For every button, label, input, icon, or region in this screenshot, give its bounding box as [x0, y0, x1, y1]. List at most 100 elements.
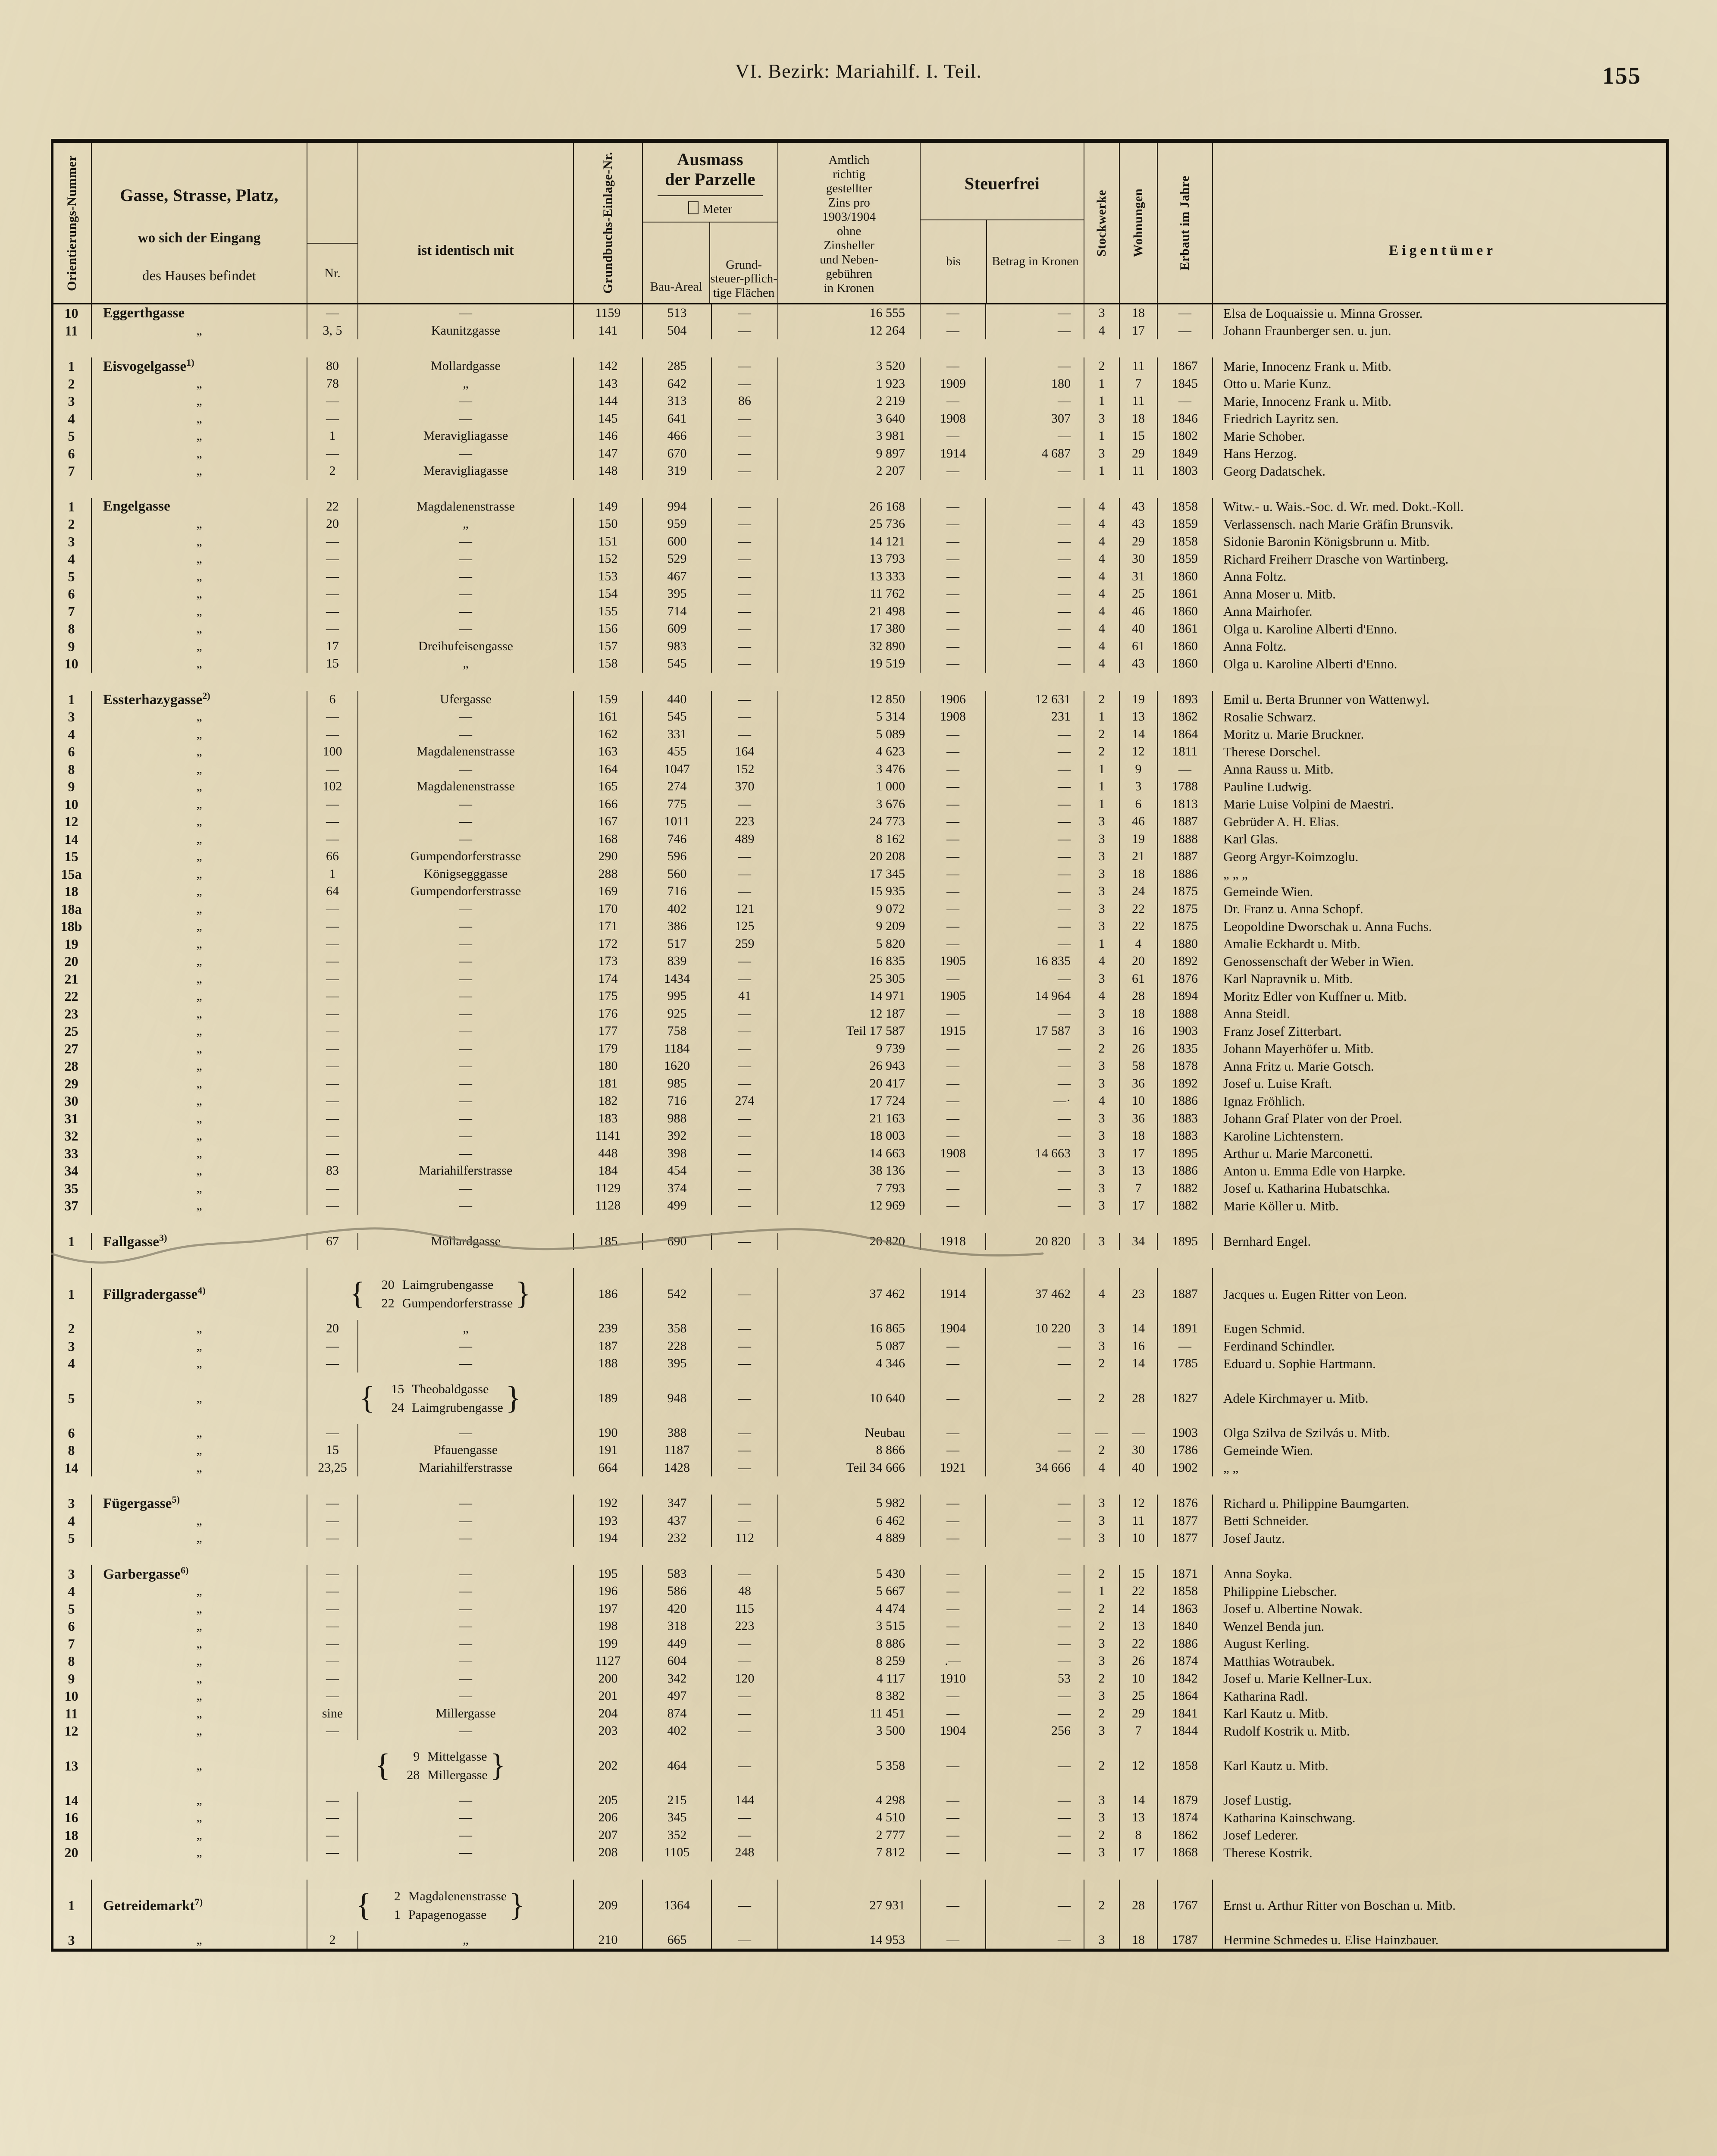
table-row[interactable]: 6 „ — —190 388— Neubau — — — —1903 Olga Szilva de … [53, 1424, 1669, 1442]
cell-steuerfrei-betrag: 256 [986, 1722, 1084, 1740]
cell-steuerfrei-bis: — [920, 392, 986, 410]
cell-eigentuemer: Verlassensch. nach Marie Gräfin Brunsvik… [1213, 515, 1669, 533]
table-row[interactable]: 27 „ — —179 1184—9 739— —2 26 1835 Johann Mayerh… [53, 1040, 1669, 1058]
table-row[interactable]: 5 „ — —153 467—13 333— —4 31 1860 Anna Foltz. [53, 568, 1669, 586]
table-row[interactable]: 7 „ 2 Meravigliagasse 148 319—2 207— —1 11 1803 G… [53, 462, 1669, 480]
table-row[interactable]: 5 „ — —197 420 115 4 474— —2 14 1863 Josef u. Albe… [53, 1600, 1669, 1618]
cell-eigentuemer: Josef u. Marie Kellner-Lux. [1213, 1670, 1669, 1688]
table-row[interactable]: 3 „ 2 „ 210 665—14 953— —3 18 1787 Hermine Schmed… [53, 1931, 1669, 1949]
table-row[interactable]: 5 „{15 Theobaldgasse 24 Laimgrubengasse} 189 9… [53, 1373, 1669, 1424]
table-row[interactable]: 10 „ — —166 775—3 676— —1 6 1813 Marie Luise Vol… [53, 796, 1669, 813]
cell-bau-areal: 342 [642, 1670, 711, 1688]
footnote-marker[interactable]: 7) [195, 1897, 203, 1907]
table-row[interactable]: 10 „ 15 „ 158 545—19 519— —4 43 1860 Olga u. Karo… [53, 655, 1669, 673]
table-row[interactable]: 3 „ — —187 228—5 087— —3 16— Ferdinand Schindle… [53, 1338, 1669, 1355]
table-row[interactable]: 29 „ — —181 985—20 417— —3 36 1892 Josef u. Luis… [53, 1075, 1669, 1093]
table-row[interactable]: 7 „ — —155 714—21 498— —4 46 1860 Anna Mairhofer… [53, 603, 1669, 620]
table-row[interactable]: 18a „ — —170 402 121 9 072— —3 22 1875 Dr. Franz u… [53, 900, 1669, 918]
table-row[interactable]: 3 Garbergasse6) — —195 583—5 430— —2 15 1871 Ann… [53, 1565, 1669, 1583]
cell-stockwerke: 3 [1084, 918, 1119, 935]
table-row[interactable]: 11 „ sine Millergasse 204 874—11 451— —2 29 1841… [53, 1705, 1669, 1723]
table-row[interactable]: 6 „ — —147 670—9 897 1914 4 687 3 29 1849 Hans Her… [53, 445, 1669, 463]
table-row[interactable]: 30 „ — —182 716 274 17 724— —· 4 10 1886 Ignaz Fröh… [53, 1092, 1669, 1110]
cell-orientierungs-nummer: 9 [53, 1670, 91, 1688]
table-row[interactable]: 20 „ — —208 1105 248 7 812— —3 17 1868 Therese Kos… [53, 1844, 1669, 1861]
cell-nr: — [307, 796, 358, 813]
cell-street-ditto: „ [91, 830, 307, 848]
footnote-marker[interactable]: 3) [159, 1233, 167, 1243]
footnote-marker[interactable]: 5) [172, 1495, 180, 1505]
table-row[interactable]: 35 „ — —1129 374—7 793— —3 7 1882 Josef u. Katha… [53, 1180, 1669, 1197]
table-row[interactable]: 13 „{9 Mittelgasse 28 Millergasse} 202 464—5 3… [53, 1740, 1669, 1792]
table-row[interactable]: 6 „ — —198 318 223 3 515— —2 13 1840 Wenzel Benda … [53, 1617, 1669, 1635]
cell-bau-areal: 775 [642, 796, 711, 813]
cell-identisch-mit: — [358, 953, 573, 970]
footnote-marker[interactable]: 2) [202, 691, 210, 701]
table-row[interactable]: 8 „ — —164 1047 152 3 476— —1 9— Anna Rauss u. Mi… [53, 761, 1669, 778]
table-row[interactable]: 12 „ — —167 1011 223 24 773— —3 46 1887 Gebrüder A… [53, 813, 1669, 830]
table-row[interactable]: 3 „ — —144 313 86 2 219— —1 11— Marie, Innocenz F… [53, 392, 1669, 410]
table-row[interactable]: 32 „ — —1141 392—18 003— —3 18 1883 Karoline Lic… [53, 1127, 1669, 1145]
table-row[interactable]: 18 „ 64 Gumpendorferstrasse 169 716—15 935— —3… [53, 883, 1669, 900]
table-row[interactable]: 18b „ — —171 386 125 9 209— —3 22 1875 Leopoldine … [53, 918, 1669, 935]
table-row[interactable]: 1 Engelgasse 22 Magdalenenstrasse 149 994—26 … [53, 498, 1669, 516]
table-row[interactable]: 4 „ — —196 586 48 5 667— —1 22 1858 Philippine Lie… [53, 1583, 1669, 1600]
table-row[interactable]: 4 „ — —188 395—4 346— —2 14 1785 Eduard u. Sophi… [53, 1355, 1669, 1373]
table-row[interactable]: 1 Getreidemarkt7){2 Magdalenenstrasse 1 Papa… [53, 1880, 1669, 1931]
table-row[interactable]: 9 „ 102 Magdalenenstrasse 165 274 370 1 000— —1 3… [53, 778, 1669, 796]
table-row[interactable]: 4 „ — —145 641—3 640 1908 307 3 18 1846 Friedrich … [53, 410, 1669, 428]
table-row[interactable]: 23 „ — —176 925—12 187— —3 18 1888 Anna Steidl. [53, 1005, 1669, 1023]
footnote-marker[interactable]: 1) [186, 357, 194, 368]
table-row[interactable]: 16 „ — —206 345—4 510— —3 13 1874 Katharina Kain… [53, 1809, 1669, 1827]
table-row[interactable]: 9 „ — —200 342 120 4 117 1910 53 2 10 1842 Josef u. … [53, 1670, 1669, 1688]
table-row[interactable]: 10 „ — —201 497—8 382— —3 25 1864 Katharina Radl… [53, 1687, 1669, 1705]
table-row[interactable]: 2 „ 78 „ 143 642—1 923 1909 180 1 7 1845 Otto u. Ma… [53, 375, 1669, 393]
table-row[interactable]: 15 „ 66 Gumpendorferstrasse 290 596—20 208— —3… [53, 848, 1669, 865]
spacer-cell [53, 1250, 1669, 1268]
cell-steuerfrei-betrag: — [986, 1583, 1084, 1600]
table-row[interactable]: 31 „ — —183 988—21 163— —3 36 1883 Johann Graf P… [53, 1110, 1669, 1128]
table-row[interactable]: 20 „ — —173 839—16 835 1905 16 835 4 20 1892 Genos… [53, 953, 1669, 970]
table-row[interactable]: 4 „ — —193 437—6 462— —3 11 1877 Betti Schneider… [53, 1512, 1669, 1530]
table-row[interactable]: 1 Eisvogelgasse1) 80 Mollardgasse 142 285—3 5… [53, 357, 1669, 375]
table-row[interactable]: 37 „ — —1128 499—12 969— —3 17 1882 Marie Köller… [53, 1197, 1669, 1215]
table-row[interactable]: 18 „ — —207 352—2 777— —2 8 1862 Josef Lederer. [53, 1827, 1669, 1844]
table-row[interactable]: 4 „ — —152 529—13 793— —4 30 1859 Richard Freihe… [53, 550, 1669, 568]
table-row[interactable]: 14 „ — —168 746 489 8 162— —3 19 1888 Karl Glas. [53, 830, 1669, 848]
table-row[interactable]: 8 „ — —156 609—17 380— —4 40 1861 Olga u. Karoli… [53, 620, 1669, 638]
table-row[interactable]: 9 „ 17 Dreihufeisengasse 157 983—32 890— —4 61 1… [53, 638, 1669, 655]
table-row[interactable]: 1 Fillgradergasse4){20 Laimgrubengasse 22 Gu… [53, 1268, 1669, 1320]
table-row[interactable]: 15a „ 1 Königsegggasse 288 560—17 345— —3 18 188… [53, 865, 1669, 883]
table-row[interactable]: 7 „ — —199 449—8 886— —3 22 1886 August Kerling. [53, 1635, 1669, 1653]
table-row[interactable]: 12 „ — —203 402—3 500 1904 256 3 7 1844 Rudolf Kos… [53, 1722, 1669, 1740]
table-row[interactable]: 34 „ 83 Mariahilferstrasse 184 454—38 136— —3 1… [53, 1162, 1669, 1180]
table-row[interactable]: 5 „ 1 Meravigliagasse 146 466—3 981— —1 15 1802 M… [53, 427, 1669, 445]
table-row[interactable]: 3 „ — —151 600—14 121— —4 29 1858 Sidonie Baroni… [53, 533, 1669, 551]
table-row[interactable]: 33 „ — —448 398—14 663 1908 14 663 3 17 1895 Arthu… [53, 1145, 1669, 1163]
table-row[interactable]: 5 „ — —194 232 112 4 889— —3 10 1877 Josef Jautz. [53, 1529, 1669, 1547]
table-row[interactable]: 14 „ — —205 215 144 4 298— —3 14 1879 Josef Lustig… [53, 1792, 1669, 1809]
table-row[interactable]: 3 „ — —161 545—5 314 1908 231 1 13 1862 Rosalie Sc… [53, 708, 1669, 726]
table-row[interactable]: 8 „ 15 Pfauengasse 191 1187—8 866— —2 30 1786 Gem… [53, 1442, 1669, 1459]
table-row[interactable]: 2 „ 20 „ 239 358—16 865 1904 10 220 3 14 1891 Eugen… [53, 1320, 1669, 1338]
footnote-marker[interactable]: 4) [197, 1285, 206, 1296]
table-row[interactable]: 25 „ — —177 758— Teil 17 587 1915 17 587 3 16 1903… [53, 1022, 1669, 1040]
footnote-marker[interactable]: 6) [181, 1565, 189, 1576]
table-row[interactable]: 8 „ — —1127 604—8 259 .— —3 26 1874 Matthias Wotr… [53, 1652, 1669, 1670]
table-row[interactable]: 22 „ — —175 995 41 14 971 1905 14 964 4 28 1894 Mori… [53, 987, 1669, 1005]
table-row[interactable]: 4 „ — —162 331—5 089— —2 14 1864 Moritz u. Marie… [53, 726, 1669, 743]
table-row[interactable]: 2 „ 20 „ 150 959—25 736— —4 43 1859 Verlassensch.… [53, 515, 1669, 533]
cell-wohnungen: 28 [1119, 1373, 1157, 1424]
table-row[interactable]: 6 „ 100 Magdalenenstrasse 163 455 164 4 623— —2 1… [53, 743, 1669, 761]
table-row[interactable]: 3 Fügergasse5) — —192 347—5 982— —3 12 1876 Rich… [53, 1495, 1669, 1512]
table-row[interactable]: 28 „ — —180 1620—26 943— —3 58 1878 Anna Fritz u… [53, 1057, 1669, 1075]
table-row[interactable]: 21 „ — —174 1434—25 305— —3 61 1876 Karl Napravn… [53, 970, 1669, 988]
cell-identisch-mit: — [358, 1583, 573, 1600]
table-row[interactable]: 6 „ — —154 395—11 762— —4 25 1861 Anna Moser u. … [53, 585, 1669, 603]
table-row[interactable]: 10 Eggerthgasse — —1159 513—16 555— —3 18— Elsa… [53, 304, 1669, 322]
table-row[interactable]: 1 Fallgasse3) 67 Mollardgasse 185 690—20 820 1… [53, 1233, 1669, 1250]
table-row[interactable]: 14 „ 23,25 Mariahilferstrasse 664 1428— Teil 3… [53, 1459, 1669, 1477]
table-row[interactable]: 11 „ 3, 5 Kaunitzgasse 141 504—12 264— —4 17— Jo… [53, 322, 1669, 340]
table-row[interactable]: 1 Essterhazygasse2) 6 Ufergasse 159 440—12 85… [53, 691, 1669, 708]
table-row[interactable]: 19 „ — —172 517 259 5 820— —1 4 1880 Amalie Eckhar… [53, 935, 1669, 953]
